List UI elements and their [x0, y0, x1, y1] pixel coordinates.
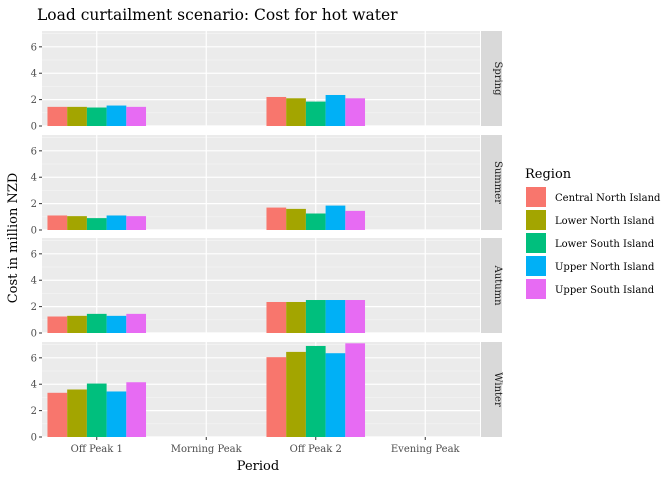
x-tick-label: Off Peak 1 — [71, 444, 123, 455]
bar — [106, 315, 127, 333]
y-tick-label: 4 — [31, 380, 37, 391]
y-tick-label: 0 — [31, 329, 37, 340]
bar — [286, 98, 306, 126]
y-tick-label: 6 — [31, 249, 37, 260]
bar — [86, 107, 107, 126]
legend-label: Upper North Island — [555, 262, 655, 273]
bar — [126, 382, 147, 437]
chart-title: Load curtailment scenario: Cost for hot … — [37, 6, 398, 24]
bar — [286, 351, 306, 437]
legend-title: Region — [525, 167, 572, 182]
bar — [345, 343, 366, 437]
bar — [126, 313, 147, 333]
bar — [286, 301, 306, 333]
bar — [266, 357, 287, 437]
legend-key — [526, 233, 546, 253]
y-tick-label: 6 — [31, 146, 37, 157]
bar — [286, 208, 306, 230]
bar — [266, 207, 287, 230]
bar — [47, 106, 68, 126]
facet-strip — [481, 31, 502, 126]
bar — [67, 216, 87, 230]
legend-label: Lower South Island — [555, 239, 655, 250]
y-tick-label: 4 — [31, 69, 37, 80]
legend-key — [526, 187, 546, 207]
bar — [106, 105, 127, 126]
y-axis-title: Cost in million NZD — [6, 173, 21, 304]
facet-panel-autumn: 0 2 4 6 Autumn — [31, 238, 503, 340]
bar — [345, 300, 366, 333]
bar — [67, 106, 87, 126]
legend: Region Central North Island Lower North I… — [525, 167, 661, 299]
legend-label: Lower North Island — [555, 216, 655, 227]
bar — [47, 316, 68, 333]
bar — [86, 218, 107, 230]
legend-label: Upper South Island — [555, 285, 655, 296]
y-tick-label: 4 — [31, 276, 37, 287]
bar — [47, 392, 68, 437]
x-tick-label: Morning Peak — [171, 444, 243, 455]
x-axis: Off Peak 1 Morning Peak Off Peak 2 Evening … — [71, 437, 461, 455]
facet-panel-summer: 0 2 4 6 Summer — [31, 135, 503, 237]
bar — [126, 106, 147, 126]
y-tick-label: 0 — [31, 122, 37, 133]
bar — [305, 213, 326, 230]
bar — [126, 216, 147, 230]
facet-strip-label: Summer — [492, 161, 503, 204]
bar — [86, 313, 107, 333]
facet-strip — [481, 342, 502, 437]
x-tick-label: Off Peak 2 — [290, 444, 342, 455]
y-tick-label: 2 — [31, 95, 37, 106]
bar — [305, 101, 326, 126]
legend-label: Central North Island — [555, 193, 661, 204]
bar — [67, 389, 87, 437]
legend-key — [526, 210, 546, 230]
y-tick-label: 6 — [31, 42, 37, 53]
bar — [325, 94, 346, 126]
bar — [305, 345, 326, 437]
y-tick-label: 0 — [31, 433, 37, 444]
facet-strip — [481, 135, 502, 230]
bar — [305, 300, 326, 333]
facet-panel-spring: 0 2 4 6 Spring — [31, 31, 503, 133]
bar — [325, 353, 346, 437]
y-tick-label: 2 — [31, 406, 37, 417]
facet-strip-label: Winter — [492, 372, 503, 407]
bar — [86, 383, 107, 437]
legend-key — [526, 256, 546, 276]
bar — [325, 205, 346, 230]
bar — [106, 215, 127, 230]
bar — [67, 315, 87, 333]
bar — [345, 210, 366, 230]
bar — [345, 98, 366, 126]
facet-strip-label: Autumn — [492, 264, 503, 306]
y-tick-label: 0 — [31, 226, 37, 237]
bar — [106, 391, 127, 437]
facet-panel-winter: 0 2 4 6 Winter — [31, 342, 503, 444]
bar — [325, 300, 346, 333]
x-axis-title: Period — [237, 459, 279, 474]
bar — [266, 301, 287, 333]
y-tick-label: 6 — [31, 353, 37, 364]
x-tick-label: Evening Peak — [391, 444, 461, 455]
facet-strip-label: Spring — [492, 61, 503, 96]
legend-key — [526, 279, 546, 299]
y-tick-label: 2 — [31, 302, 37, 313]
bar — [47, 215, 68, 230]
y-tick-label: 2 — [31, 199, 37, 210]
bar — [266, 96, 287, 126]
facet-panels: 0 2 4 6 Spring 0 2 4 6 Summer 0 2 4 6 Autumn 0 2 4 6 Winter — [31, 31, 503, 444]
y-tick-label: 4 — [31, 173, 37, 184]
facet-strip — [481, 238, 502, 333]
